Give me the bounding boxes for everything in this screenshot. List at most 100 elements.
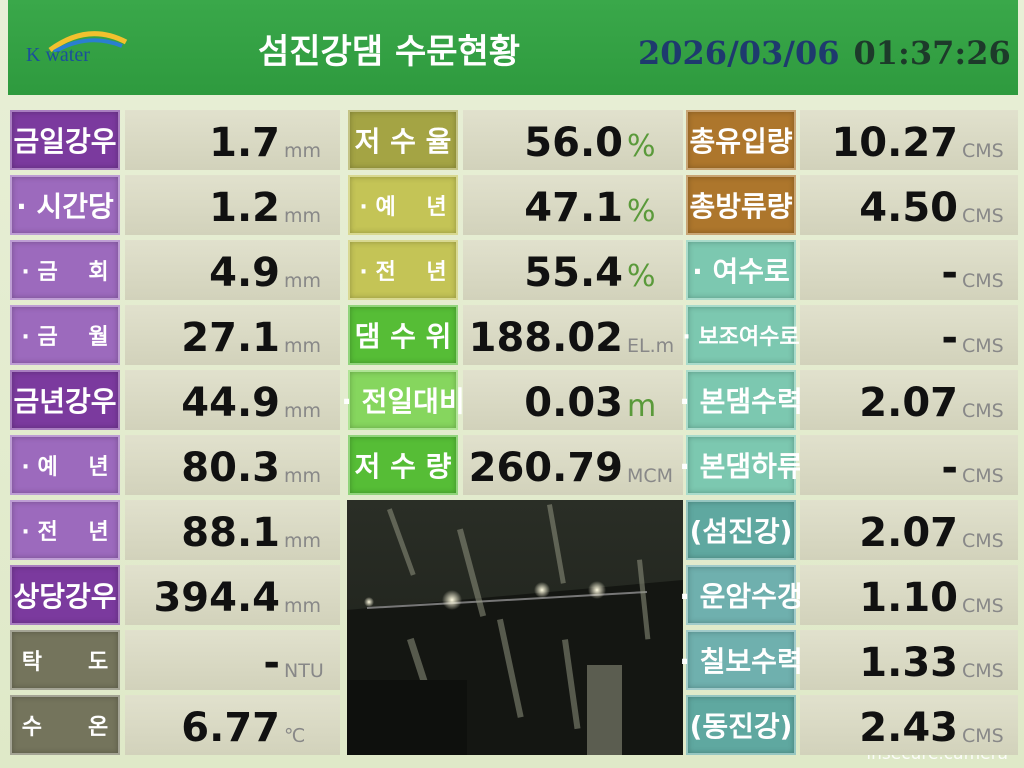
row-label: (동진강)	[686, 695, 796, 755]
value: 10.27	[831, 120, 958, 166]
unit: mm	[284, 270, 322, 292]
row-label: · 전 년	[10, 500, 120, 560]
time: 01:37:26	[853, 34, 1011, 72]
value-cell: 188.02 EL.m	[463, 305, 683, 365]
unit: CMS	[962, 400, 1004, 422]
row-label: 총방류량	[686, 175, 796, 235]
unit: CMS	[962, 530, 1004, 552]
unit: CMS	[962, 595, 1004, 617]
value-cell: 1.10 CMS	[800, 565, 1018, 625]
unit: CMS	[962, 140, 1004, 162]
value: 2.43	[859, 705, 958, 751]
value: 1.2	[209, 185, 280, 231]
row-label: · 전 년	[348, 240, 458, 300]
value: 0.03	[524, 380, 623, 426]
row-label: 댐 수 위	[348, 305, 458, 365]
unit: mm	[284, 595, 322, 617]
value: -	[941, 315, 958, 361]
value-cell: 80.3 mm	[125, 435, 340, 495]
unit: CMS	[962, 660, 1004, 682]
value: 88.1	[181, 510, 280, 556]
value-cell: 1.7 mm	[125, 110, 340, 170]
value-cell: - CMS	[800, 305, 1018, 365]
unit: CMS	[962, 465, 1004, 487]
unit: CMS	[962, 725, 1004, 747]
unit: CMS	[962, 205, 1004, 227]
value: 55.4	[524, 250, 623, 296]
value: -	[941, 445, 958, 491]
value: -	[941, 250, 958, 296]
row-label: (섬진강)	[686, 500, 796, 560]
value: 1.33	[859, 640, 958, 686]
unit: NTU	[284, 660, 324, 682]
unit: EL.m	[627, 335, 675, 357]
row-label: · 본댐하류	[679, 435, 803, 495]
unit: mm	[284, 530, 322, 552]
value-cell: 44.9 mm	[125, 370, 340, 430]
row-label: · 본댐수력	[679, 370, 803, 430]
value: 27.1	[181, 315, 280, 361]
value-cell: 260.79 MCM	[463, 435, 683, 495]
unit: mm	[284, 335, 322, 357]
value-cell: 4.9 mm	[125, 240, 340, 300]
row-label: 저 수 율	[348, 110, 458, 170]
row-label: 수 온	[10, 695, 120, 755]
value: 56.0	[524, 120, 623, 166]
value-cell: 56.0%	[463, 110, 683, 170]
row-label: · 여수로	[686, 240, 796, 300]
date: 2026/03/06	[638, 34, 840, 72]
row-label: · 금 월	[10, 305, 120, 365]
value: 80.3	[181, 445, 280, 491]
value-cell: 27.1 mm	[125, 305, 340, 365]
row-label: 저 수 량	[348, 435, 458, 495]
unit: %	[627, 194, 656, 229]
value: 6.77	[181, 705, 280, 751]
value-cell: - NTU	[125, 630, 340, 690]
value-cell: 394.4 mm	[125, 565, 340, 625]
value: 4.50	[859, 185, 958, 231]
title: 섬진강댐 수문현황	[258, 32, 521, 72]
camera-view	[347, 500, 683, 755]
value-cell: 1.33 CMS	[800, 630, 1018, 690]
row-label: · 예 년	[10, 435, 120, 495]
unit: mm	[284, 400, 322, 422]
value: 1.10	[859, 575, 958, 621]
row-label: 탁 도	[10, 630, 120, 690]
value-cell: 47.1%	[463, 175, 683, 235]
unit: CMS	[962, 270, 1004, 292]
value: 394.4	[153, 575, 280, 621]
value-cell: 2.43 CMS	[800, 695, 1018, 755]
row-label: · 보조여수로	[682, 305, 800, 365]
value-cell: 88.1 mm	[125, 500, 340, 560]
row-label: 총유입량	[686, 110, 796, 170]
value: 260.79	[468, 445, 623, 491]
value-cell: 10.27 CMS	[800, 110, 1018, 170]
value: 188.02	[468, 315, 623, 361]
row-label: · 칠보수력	[679, 630, 803, 690]
value-cell: 2.07 CMS	[800, 500, 1018, 560]
value-cell: 1.2 mm	[125, 175, 340, 235]
value-cell: 0.03 m	[463, 370, 683, 430]
unit: mm	[284, 205, 322, 227]
value: 2.07	[859, 510, 958, 556]
value: 47.1	[524, 185, 623, 231]
value: 2.07	[859, 380, 958, 426]
value-cell: - CMS	[800, 435, 1018, 495]
row-label: · 금 회	[10, 240, 120, 300]
value-cell: 2.07 CMS	[800, 370, 1018, 430]
unit: MCM	[627, 465, 674, 487]
logo: K water	[26, 44, 90, 66]
value: 1.7	[209, 120, 280, 166]
value: 4.9	[209, 250, 280, 296]
row-label: · 예 년	[348, 175, 458, 235]
value: 44.9	[181, 380, 280, 426]
header: K water 섬진강댐 수문현황 2026/03/06 01:37:26	[8, 0, 1018, 95]
value: -	[263, 640, 280, 686]
row-label: 금년강우	[10, 370, 120, 430]
row-label: · 운암수갱	[679, 565, 803, 625]
unit: ℃	[284, 725, 306, 747]
value-cell: 55.4%	[463, 240, 683, 300]
value-cell: - CMS	[800, 240, 1018, 300]
unit: CMS	[962, 335, 1004, 357]
